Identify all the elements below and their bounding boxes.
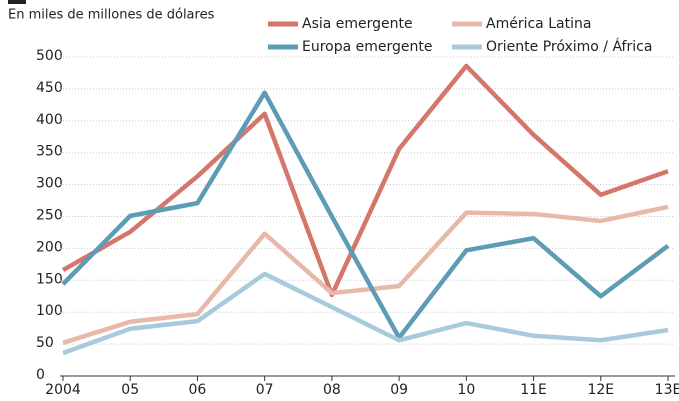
chart-subtitle: En miles de millones de dólares bbox=[8, 8, 215, 23]
legend-label: América Latina bbox=[486, 16, 591, 32]
x-tick-label: 06 bbox=[189, 382, 207, 398]
legend-label: Asia emergente bbox=[302, 16, 413, 32]
y-tick-label: 150 bbox=[36, 271, 63, 287]
series-line bbox=[62, 271, 669, 356]
x-tick-label: 13E bbox=[655, 382, 679, 398]
series-line bbox=[61, 63, 669, 298]
legend-label: Oriente Próximo / África bbox=[486, 38, 652, 55]
y-tick-label: 100 bbox=[36, 303, 63, 319]
title-fragment bbox=[8, 0, 26, 4]
x-tick-label: 10 bbox=[457, 382, 475, 398]
series-line bbox=[62, 204, 669, 345]
x-tick-label: 2004 bbox=[45, 382, 81, 398]
x-tick-label: 11E bbox=[520, 382, 547, 398]
y-tick-label: 500 bbox=[36, 48, 63, 64]
y-tick-label: 200 bbox=[36, 239, 63, 255]
y-tick-label: 300 bbox=[36, 176, 63, 192]
y-tick-label: 450 bbox=[36, 80, 63, 96]
x-tick-label: 05 bbox=[121, 382, 139, 398]
legend-label: Europa emergente bbox=[302, 39, 433, 55]
x-tick-label: 09 bbox=[390, 382, 408, 398]
y-tick-label: 50 bbox=[36, 335, 54, 351]
series-line bbox=[61, 90, 670, 340]
y-tick-label: 0 bbox=[36, 367, 45, 383]
x-tick-label: 12E bbox=[587, 382, 614, 398]
y-tick-label: 400 bbox=[36, 112, 63, 128]
x-tick-label: 07 bbox=[256, 382, 274, 398]
y-tick-label: 250 bbox=[36, 208, 63, 224]
y-tick-label: 350 bbox=[36, 144, 63, 160]
x-tick-label: 08 bbox=[323, 382, 341, 398]
